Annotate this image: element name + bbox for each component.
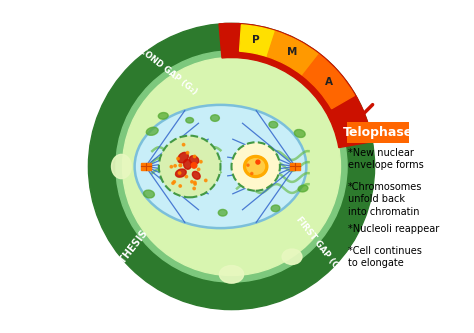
Ellipse shape <box>190 156 199 164</box>
Circle shape <box>159 136 220 197</box>
Ellipse shape <box>183 160 191 169</box>
Text: M: M <box>287 47 297 57</box>
Ellipse shape <box>192 171 200 179</box>
Wedge shape <box>267 31 319 75</box>
Circle shape <box>251 172 253 174</box>
Circle shape <box>200 161 202 163</box>
Circle shape <box>256 160 260 164</box>
Circle shape <box>193 155 196 158</box>
Circle shape <box>182 144 185 146</box>
Text: *Chromosomes
unfold back
into chromatin: *Chromosomes unfold back into chromatin <box>348 182 422 217</box>
Circle shape <box>174 165 176 167</box>
Text: SYNTHESIS: SYNTHESIS <box>104 227 150 282</box>
Ellipse shape <box>210 115 219 121</box>
Ellipse shape <box>282 249 302 264</box>
Text: A: A <box>325 77 333 87</box>
Circle shape <box>194 181 196 184</box>
Ellipse shape <box>294 130 305 138</box>
Circle shape <box>194 183 196 185</box>
Circle shape <box>179 164 182 167</box>
Circle shape <box>178 172 181 174</box>
Ellipse shape <box>111 155 131 178</box>
Circle shape <box>122 58 340 275</box>
Circle shape <box>177 158 179 160</box>
Circle shape <box>116 51 347 282</box>
Text: SECOND GAP (G₂): SECOND GAP (G₂) <box>128 39 199 96</box>
Ellipse shape <box>219 265 244 283</box>
FancyBboxPatch shape <box>347 122 409 144</box>
Circle shape <box>173 180 175 183</box>
Circle shape <box>179 164 182 166</box>
Circle shape <box>205 179 207 181</box>
Circle shape <box>88 23 374 310</box>
Ellipse shape <box>135 105 306 228</box>
Ellipse shape <box>158 113 168 119</box>
Bar <box>291 164 301 169</box>
Circle shape <box>191 180 193 183</box>
Text: INTERPHASE: INTERPHASE <box>184 316 268 329</box>
Ellipse shape <box>219 209 227 216</box>
Ellipse shape <box>146 127 158 135</box>
FancyArrowPatch shape <box>348 105 373 129</box>
Text: *Cell continues
to elongate: *Cell continues to elongate <box>348 246 422 268</box>
Ellipse shape <box>298 185 308 192</box>
Circle shape <box>186 152 189 154</box>
Ellipse shape <box>178 153 188 163</box>
Ellipse shape <box>244 156 268 177</box>
Circle shape <box>179 185 182 187</box>
Text: FIRST GAP (G₁): FIRST GAP (G₁) <box>294 215 345 276</box>
Ellipse shape <box>247 159 264 174</box>
Circle shape <box>170 166 173 168</box>
Ellipse shape <box>175 169 186 177</box>
Circle shape <box>197 168 200 170</box>
Circle shape <box>172 182 174 184</box>
Text: *New nuclear
envelope forms: *New nuclear envelope forms <box>348 148 424 170</box>
Circle shape <box>185 175 188 178</box>
Wedge shape <box>239 25 275 57</box>
Text: MITOTIC PHASE: MITOTIC PHASE <box>326 40 375 112</box>
Wedge shape <box>219 23 373 148</box>
Ellipse shape <box>144 190 155 198</box>
Bar <box>141 164 151 169</box>
Circle shape <box>231 142 280 191</box>
Text: P: P <box>252 35 260 45</box>
Circle shape <box>191 163 197 168</box>
Ellipse shape <box>186 118 193 123</box>
Ellipse shape <box>271 205 280 212</box>
Ellipse shape <box>269 121 278 128</box>
Wedge shape <box>303 55 355 109</box>
Circle shape <box>247 164 249 166</box>
Text: Telophase: Telophase <box>343 126 413 139</box>
Circle shape <box>193 187 195 190</box>
Text: *Nucleoli reappear: *Nucleoli reappear <box>348 224 439 234</box>
